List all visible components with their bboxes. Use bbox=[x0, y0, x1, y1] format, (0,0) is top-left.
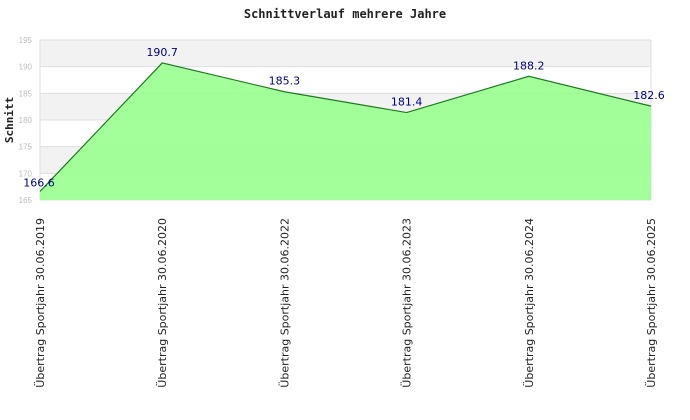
series-line bbox=[39, 62, 652, 192]
data-label: 188.2 bbox=[513, 59, 545, 72]
data-label: 185.3 bbox=[269, 75, 301, 88]
x-axis-ticks: Übertrag Sportjahr 30.06.2019 Übertrag Sp… bbox=[34, 218, 658, 388]
y-tick-label: 190 bbox=[19, 63, 33, 72]
grid-band bbox=[40, 40, 651, 67]
x-tick-label: Übertrag Sportjahr 30.06.2020 bbox=[156, 218, 169, 388]
area-layer bbox=[39, 62, 652, 200]
y-axis-ticks: 165 170 175 180 185 190 195 bbox=[19, 36, 33, 205]
y-tick-label: 170 bbox=[19, 169, 33, 178]
y-tick-label: 185 bbox=[19, 89, 33, 98]
data-label: 190.7 bbox=[146, 46, 178, 59]
x-tick-label: Übertrag Sportjahr 30.06.2024 bbox=[523, 218, 536, 388]
area-fill bbox=[40, 62, 651, 200]
y-tick-label: 165 bbox=[19, 196, 33, 205]
data-label: 166.6 bbox=[23, 176, 55, 189]
y-tick-label: 180 bbox=[19, 116, 33, 125]
y-tick-label: 175 bbox=[19, 143, 33, 152]
x-tick-label: Übertrag Sportjahr 30.06.2025 bbox=[645, 218, 658, 388]
chart-title: Schnittverlauf mehrere Jahre bbox=[244, 7, 446, 21]
y-axis-label: Schnitt bbox=[3, 97, 16, 143]
data-label: 181.4 bbox=[391, 96, 423, 109]
x-tick-label: Übertrag Sportjahr 30.06.2019 bbox=[34, 218, 47, 388]
data-label: 182.6 bbox=[633, 89, 665, 102]
x-tick-label: Übertrag Sportjahr 30.06.2023 bbox=[401, 218, 414, 388]
data-labels: 166.6 190.7 185.3 181.4 188.2 182.6 bbox=[23, 46, 665, 190]
y-tick-label: 195 bbox=[19, 36, 33, 45]
x-tick-label: Übertrag Sportjahr 30.06.2022 bbox=[278, 218, 291, 388]
